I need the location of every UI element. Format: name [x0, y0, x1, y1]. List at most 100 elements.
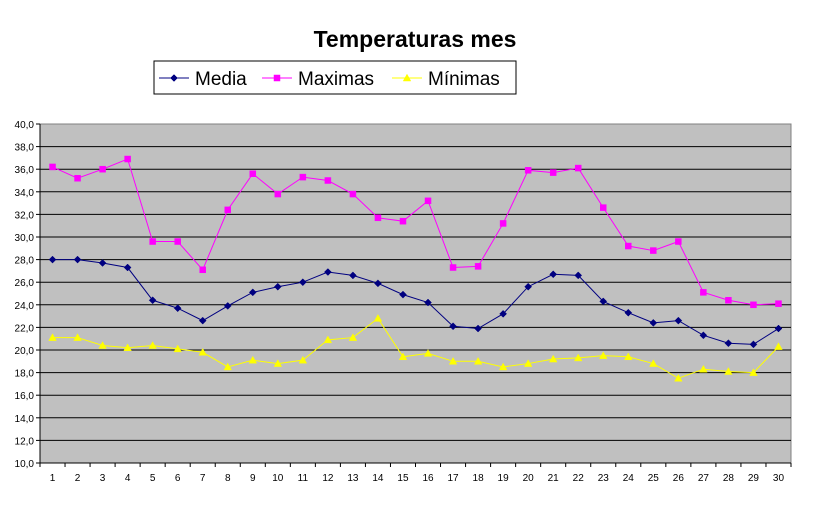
x-tick-label: 10	[272, 473, 284, 484]
x-tick-label: 2	[75, 473, 81, 484]
chart-title: Temperaturas mes	[314, 26, 517, 52]
data-point-media	[624, 308, 633, 317]
legend-marker-maximas	[273, 74, 281, 82]
x-tick-label: 17	[447, 473, 459, 484]
x-tick-label: 23	[598, 473, 610, 484]
data-point-media	[123, 263, 132, 272]
x-tick-label: 29	[748, 473, 760, 484]
x-tick-label: 4	[125, 473, 131, 484]
data-point-minimas	[98, 341, 107, 349]
y-tick-label: 16,0	[15, 391, 35, 402]
data-point-maximas	[499, 220, 507, 227]
data-point-maximas	[99, 165, 106, 173]
data-point-media	[248, 288, 257, 297]
x-tick-label: 25	[648, 473, 660, 484]
data-point-media	[649, 319, 658, 327]
data-point-minimas	[223, 362, 232, 371]
series-layer	[48, 155, 783, 382]
series-minimas	[48, 314, 783, 382]
data-point-minimas	[548, 354, 558, 363]
data-point-maximas	[174, 238, 181, 245]
series-media	[48, 255, 783, 349]
data-point-maximas	[474, 263, 482, 270]
x-tick-label: 21	[548, 473, 560, 484]
data-point-minimas	[123, 343, 132, 351]
data-point-maximas	[349, 190, 357, 198]
legend-label-minimas: Mínimas	[428, 69, 500, 90]
data-point-maximas	[149, 238, 156, 245]
data-point-media	[374, 279, 382, 288]
series-line-minimas	[52, 317, 779, 379]
data-point-minimas	[423, 349, 433, 357]
series-line-media	[52, 259, 779, 345]
x-tick-label: 5	[150, 473, 156, 484]
data-point-media	[549, 270, 558, 279]
x-tick-label: 27	[698, 473, 710, 484]
data-point-media	[724, 339, 733, 348]
x-tick-label: 1	[50, 473, 56, 484]
data-point-maximas	[775, 300, 782, 307]
data-point-media	[173, 304, 182, 313]
axes: 10,0 12,0 14,0 16,0 18,0 20,0 22,0 24,0 26,0 28,0…	[15, 120, 792, 484]
data-point-maximas	[750, 301, 757, 309]
data-point-maximas	[274, 190, 282, 198]
data-point-minimas	[323, 335, 333, 344]
data-point-minimas	[273, 359, 283, 367]
y-tick-label: 40,0	[15, 120, 35, 131]
x-tick-label: 14	[372, 473, 384, 484]
data-point-minimas	[724, 367, 733, 375]
data-point-minimas	[573, 353, 583, 362]
data-point-maximas	[600, 204, 607, 211]
y-tick-label: 26,0	[15, 278, 35, 289]
x-tick-label: 7	[200, 473, 206, 484]
data-point-media	[574, 271, 583, 280]
data-point-media	[699, 331, 708, 340]
y-tick-label: 18,0	[15, 369, 35, 380]
legend-marker-media	[170, 74, 178, 82]
data-point-minimas	[348, 333, 358, 341]
data-point-minimas	[523, 359, 533, 367]
data-point-media	[73, 255, 82, 264]
data-point-maximas	[199, 266, 206, 274]
data-point-maximas	[524, 167, 532, 174]
y-tick-label: 10,0	[15, 459, 35, 470]
data-point-media	[198, 316, 207, 325]
legend: Media Maximas Mínimas	[153, 60, 517, 95]
series-line-maximas	[52, 158, 779, 306]
data-point-media	[148, 296, 157, 305]
data-point-maximas	[725, 297, 732, 304]
data-point-media	[273, 282, 282, 291]
data-point-maximas	[399, 217, 407, 225]
x-tick-label: 24	[623, 473, 635, 484]
y-tick-label: 12,0	[15, 436, 35, 447]
data-point-media	[48, 255, 57, 264]
data-point-media	[474, 324, 482, 333]
data-point-maximas	[324, 177, 332, 184]
x-tick-label: 3	[100, 473, 106, 484]
y-tick-label: 22,0	[15, 323, 35, 334]
data-point-minimas	[749, 368, 758, 376]
data-point-maximas	[49, 163, 56, 171]
data-point-media	[749, 340, 758, 349]
y-tick-label: 36,0	[15, 165, 35, 176]
y-tick-label: 32,0	[15, 210, 35, 221]
data-point-minimas	[599, 351, 608, 359]
x-tick-label: 18	[473, 473, 485, 484]
data-point-media	[774, 324, 783, 333]
x-tick-label: 16	[422, 473, 434, 484]
legend-label-media: Media	[195, 69, 247, 90]
x-tick-label: 13	[347, 473, 359, 484]
x-tick-label: 26	[673, 473, 685, 484]
data-point-maximas	[224, 206, 231, 214]
data-point-minimas	[624, 352, 633, 361]
data-point-media	[524, 282, 533, 291]
legend-label-maximas: Maximas	[298, 69, 374, 90]
data-point-maximas	[124, 155, 131, 163]
data-point-minimas	[373, 314, 383, 322]
data-point-minimas	[649, 359, 658, 367]
x-tick-label: 12	[322, 473, 334, 484]
data-point-maximas	[625, 242, 632, 250]
x-tick-label: 22	[573, 473, 585, 484]
data-point-media	[98, 259, 107, 267]
